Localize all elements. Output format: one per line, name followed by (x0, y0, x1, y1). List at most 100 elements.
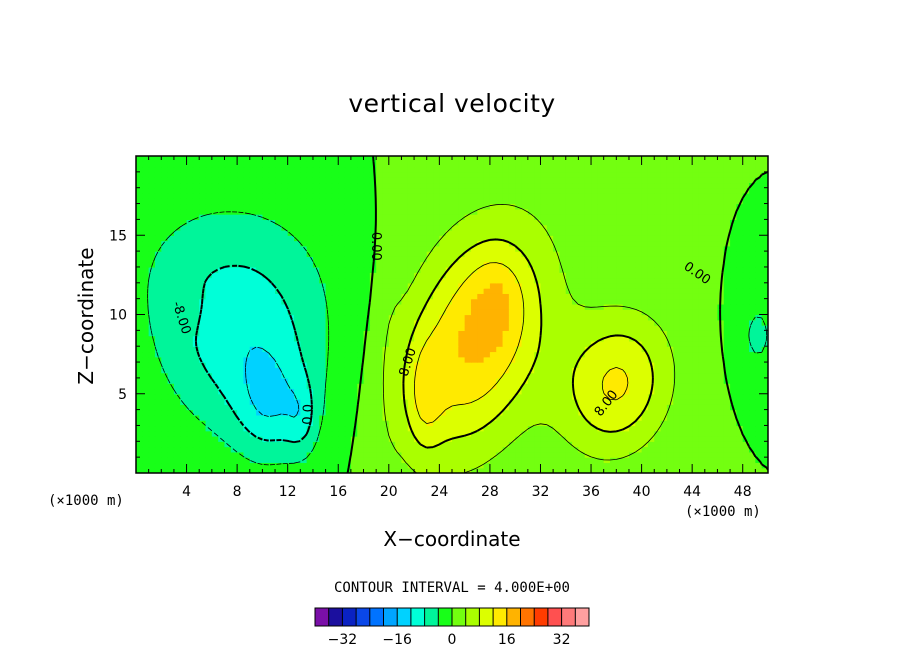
contour-cell (685, 399, 693, 405)
contour-cell (521, 208, 529, 215)
contour-cell (199, 235, 207, 242)
contour-cell (477, 330, 485, 337)
contour-cell (666, 335, 674, 342)
contour-cell (136, 409, 143, 416)
contour-cell (622, 208, 630, 215)
contour-cell (508, 436, 516, 442)
contour-cell (237, 309, 245, 316)
contour-cell (388, 462, 396, 469)
contour-cell (136, 272, 143, 279)
contour-cell (205, 377, 213, 384)
contour-cell (306, 467, 314, 473)
contour-cell (382, 319, 390, 326)
contour-cell (616, 457, 624, 464)
contour-cell (211, 457, 219, 464)
contour-cell (407, 288, 415, 294)
contour-cell (312, 351, 320, 358)
contour-cell (186, 441, 194, 448)
contour-cell (439, 309, 447, 316)
contour-cell (382, 409, 390, 416)
contour-cell (736, 319, 744, 326)
contour-cell (205, 288, 213, 294)
contour-cell (666, 224, 674, 231)
contour-cell (470, 436, 478, 442)
contour-cell (679, 256, 687, 263)
contour-cell (287, 277, 295, 284)
contour-cell (136, 451, 143, 458)
contour-cell (211, 251, 219, 257)
contour-cell (154, 383, 162, 390)
contour-cell (363, 383, 371, 390)
contour-cell (489, 409, 497, 416)
contour-cell (407, 235, 415, 242)
contour-cell (344, 388, 352, 395)
contour-cell (755, 409, 763, 416)
contour-cell (654, 277, 662, 284)
contour-cell (294, 282, 301, 289)
contour-cell (673, 303, 681, 310)
contour-cell (161, 325, 169, 331)
contour-cell (249, 261, 257, 268)
contour-cell (704, 441, 712, 448)
contour-cell (357, 346, 365, 353)
contour-cell (338, 303, 346, 310)
contour-cell (161, 367, 169, 374)
contour-cell (540, 446, 548, 453)
contour-cell (534, 377, 542, 384)
contour-cell (559, 393, 567, 400)
contour-cell (344, 430, 352, 437)
contour-cell (527, 325, 535, 331)
contour-cell (565, 362, 573, 368)
contour-cell (477, 383, 485, 390)
contour-cell (622, 266, 630, 273)
contour-cell (414, 229, 421, 236)
contour-cell (161, 356, 169, 363)
contour-cell (281, 372, 289, 379)
contour-cell (325, 467, 333, 473)
contour-cell (559, 367, 567, 374)
contour-cell (711, 457, 719, 464)
contour-cell (470, 293, 478, 300)
contour-cell (218, 404, 226, 411)
contour-cell (154, 441, 162, 448)
contour-cell (218, 229, 226, 236)
contour-cell (654, 224, 662, 231)
contour-cell (458, 224, 466, 231)
contour-cell (338, 261, 346, 268)
contour-cell (660, 399, 668, 405)
contour-cell (730, 245, 737, 252)
contour-cell (186, 282, 194, 289)
contour-cell (249, 462, 257, 469)
contour-cell (521, 351, 529, 358)
contour-cell (470, 303, 478, 310)
contour-cell (306, 266, 314, 273)
contour-cell (761, 214, 768, 220)
contour-cell (350, 451, 358, 458)
contour-cell (470, 388, 478, 395)
contour-cell (211, 214, 219, 220)
contour-cell (192, 314, 200, 321)
contour-cell (458, 346, 466, 353)
contour-cell (211, 335, 219, 342)
contour-cell (679, 219, 687, 226)
contour-cell (755, 425, 763, 432)
contour-cell (186, 404, 194, 411)
contour-cell (470, 420, 478, 427)
contour-cell (294, 309, 301, 316)
contour-cell (180, 441, 188, 448)
contour-cell (180, 293, 188, 300)
contour-cell (717, 383, 725, 390)
contour-cell (136, 399, 143, 405)
contour-cell (761, 261, 768, 268)
contour-cell (610, 467, 617, 473)
contour-cell (268, 335, 276, 342)
contour-cell (173, 404, 181, 411)
contour-cell (167, 208, 175, 215)
contour-cell (363, 414, 371, 421)
contour-cell (230, 457, 238, 464)
contour-cell (458, 367, 466, 374)
contour-cell (205, 409, 213, 416)
contour-cell (300, 340, 308, 347)
contour-cell (704, 399, 712, 405)
contour-cell (312, 219, 320, 226)
